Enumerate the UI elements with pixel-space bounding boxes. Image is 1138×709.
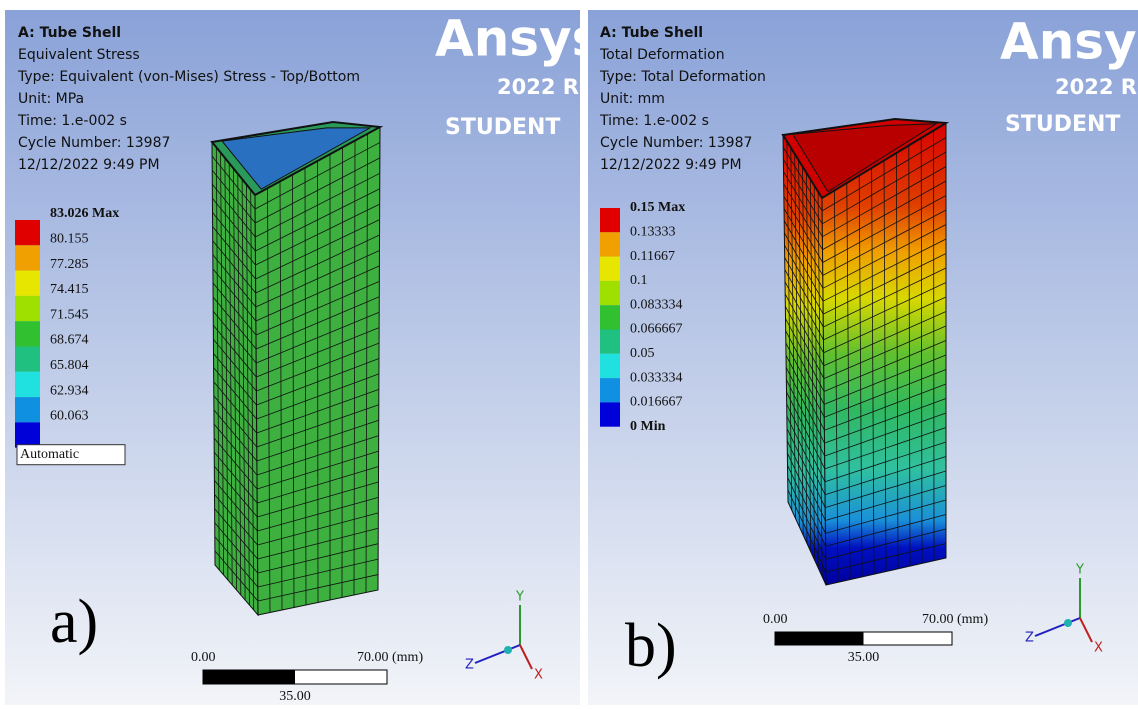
legend-swatch (600, 330, 620, 354)
header-line: A: Tube Shell (18, 25, 121, 41)
legend-label: 74.415 (50, 282, 89, 297)
legend-swatch (15, 271, 40, 296)
legend-swatch (15, 372, 40, 397)
legend-swatch (15, 220, 40, 245)
legend-swatch (15, 245, 40, 270)
scale-start: 0.00 (763, 612, 788, 627)
header-line: 12/12/2022 9:49 PM (18, 157, 160, 173)
mesh-line (318, 161, 319, 603)
triad-label: Z (465, 658, 474, 673)
legend-swatch (600, 281, 620, 305)
panel-label: b) (625, 612, 677, 680)
header-line: Cycle Number: 13987 (18, 135, 170, 151)
legend-label: 0.15 Max (630, 200, 685, 215)
legend-label: 68.674 (50, 333, 89, 348)
header-line: Time: 1.e-002 s (599, 113, 709, 129)
legend-label: 0.13333 (630, 225, 676, 240)
triad-label: Z (1025, 631, 1034, 646)
legend-swatch (600, 208, 620, 232)
scale-end: 70.00 (mm) (357, 650, 423, 665)
tube-model (212, 122, 380, 615)
logo-text: Ansys (1000, 13, 1138, 71)
scale-bar-fill (203, 670, 295, 684)
legend-swatch (600, 257, 620, 281)
panel: A: Tube Shell Total Deformation Type: Tota… (588, 10, 1138, 705)
header-line: Total Deformation (599, 47, 725, 63)
legend-swatch (600, 305, 620, 329)
triad-label: X (534, 668, 543, 683)
legend-label: 77.285 (50, 257, 89, 272)
legend-label: 0 Min (630, 419, 666, 434)
scale-end: 70.00 (mm) (922, 612, 988, 627)
triad-origin (1064, 619, 1072, 627)
legend-label: 0.016667 (630, 395, 683, 410)
legend-swatch (600, 354, 620, 378)
triad-label: Y (515, 590, 524, 605)
legend-label: 71.545 (50, 307, 89, 322)
logo-text: STUDENT (445, 115, 560, 140)
panel: A: Tube Shell Equivalent Stress Type: Equi… (5, 10, 601, 706)
logo-text: STUDENT (1005, 112, 1120, 137)
scale-bar-fill (775, 632, 864, 645)
header-line: 12/12/2022 9:49 PM (600, 157, 742, 173)
legend-label: 0.05 (630, 346, 655, 361)
legend-swatch (15, 296, 40, 321)
legend-swatch (15, 321, 40, 346)
triad-label: X (1094, 641, 1103, 656)
triad-label: Y (1075, 563, 1084, 578)
logo-text: 2022 R2 (1055, 75, 1138, 99)
legend-swatch (15, 422, 40, 447)
triad-origin (504, 646, 512, 654)
legend-label: 0.066667 (630, 322, 683, 337)
legend-label: 0.083334 (630, 297, 683, 312)
legend-label: 65.804 (50, 358, 89, 373)
legend-label: 62.934 (50, 383, 89, 398)
legend-label: 0.11667 (630, 249, 675, 264)
legend-note: Automatic (20, 447, 79, 462)
scale-middle: 35.00 (848, 650, 880, 665)
panel-label: a) (50, 588, 98, 656)
legend-swatch (600, 402, 620, 426)
header-line: A: Tube Shell (600, 25, 703, 41)
mesh-line (342, 147, 343, 597)
legend-label: 0.033334 (630, 370, 683, 385)
scale-start: 0.00 (191, 650, 216, 665)
legend-swatch (600, 232, 620, 256)
legend-swatch (15, 347, 40, 372)
legend-swatch (15, 397, 40, 422)
logo-text: Ansys (435, 10, 601, 68)
header-line: Type: Equivalent (von-Mises) Stress - To… (17, 69, 360, 85)
legend-label: 83.026 Max (50, 206, 119, 221)
header-line: Time: 1.e-002 s (17, 113, 127, 129)
header-line: Type: Total Deformation (599, 69, 766, 85)
legend-swatch (600, 378, 620, 402)
header-line: Cycle Number: 13987 (600, 135, 752, 151)
legend-label: 80.155 (50, 232, 89, 247)
tube-model (783, 119, 946, 585)
header-line: Equivalent Stress (18, 47, 140, 63)
header-line: Unit: mm (600, 91, 665, 107)
legend-label: 60.063 (50, 409, 89, 424)
header-line: Unit: MPa (18, 91, 84, 107)
scale-middle: 35.00 (279, 689, 311, 704)
legend-label: 0.1 (630, 273, 648, 288)
logo-text: 2022 R2 (497, 75, 594, 99)
screenshot: A: Tube Shell Equivalent Stress Type: Equi… (0, 0, 1138, 705)
